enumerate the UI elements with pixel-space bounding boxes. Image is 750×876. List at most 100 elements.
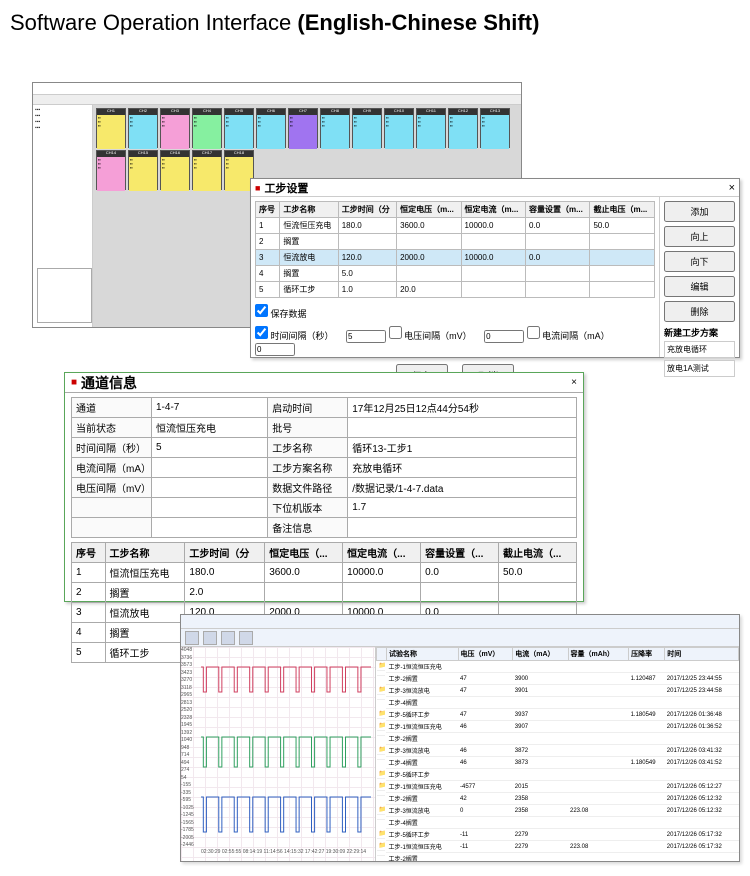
ytick: 3118	[181, 685, 192, 691]
info-row: 时间间隔（秒）5工步名称循环13-工步1	[72, 438, 577, 458]
data-row[interactable]: 工步-2搁置4223582017/12/26 05:12:32	[377, 793, 739, 805]
win1-titlebar[interactable]	[33, 83, 521, 95]
data-row[interactable]: 📁工步-3恒流放电4739012017/12/25 23:44:58	[377, 685, 739, 697]
sidebar-list: ▪▪▪▪▪▪▪▪▪▪▪▪	[35, 107, 90, 131]
col-header[interactable]: 压降率	[629, 648, 665, 661]
tool-icon[interactable]	[185, 631, 199, 645]
channel-box[interactable]: CH5▪▪▪▪▪▪	[224, 108, 254, 148]
win1-toolbar[interactable]	[33, 95, 521, 105]
side-button[interactable]: 添加	[664, 201, 735, 222]
data-row[interactable]: 📁工步-1恒流恒压充电-457720152017/12/26 05:12:27	[377, 781, 739, 793]
channel-box[interactable]: CH11▪▪▪▪▪▪	[416, 108, 446, 148]
channel-box[interactable]: CH6▪▪▪▪▪▪	[256, 108, 286, 148]
win1-bottom-panel	[37, 268, 92, 323]
win2-title: 工步设置	[264, 180, 308, 196]
data-row[interactable]: 工步-4搁置4638731.1805492017/12/26 03:41:52	[377, 757, 739, 769]
data-row[interactable]: 📁工步-1恒流恒压充电-112279223.082017/12/26 05:17…	[377, 841, 739, 853]
channel-box[interactable]: CH1▪▪▪▪▪▪	[96, 108, 126, 148]
col-header[interactable]: 恒定电流（m...	[461, 202, 525, 218]
win2-side-panel: 添加向上向下编辑删除 新建工步方案 充放电循环放电1A测试	[659, 197, 739, 357]
close-icon[interactable]: ×	[571, 377, 577, 388]
side-button[interactable]: 编辑	[664, 276, 735, 297]
scheme-item[interactable]: 放电1A测试	[664, 360, 735, 377]
win4-toolbar	[181, 629, 739, 647]
heading-a: Software Operation Interface	[10, 10, 291, 35]
data-row[interactable]: 📁工步-3恒流放电4638722017/12/26 03:41:32	[377, 745, 739, 757]
channel-box[interactable]: CH16▪▪▪▪▪▪	[160, 150, 190, 190]
channel-box[interactable]: CH4▪▪▪▪▪▪	[192, 108, 222, 148]
tool-icon[interactable]	[239, 631, 253, 645]
channel-box[interactable]: CH10▪▪▪▪▪▪	[384, 108, 414, 148]
win2-titlebar[interactable]: ■ 工步设置 ×	[251, 179, 739, 197]
chart-xaxis: 02:30:29 02:55:55 08:14:19 11:14:56 14:1…	[201, 849, 375, 861]
col-header: 工步时间（分	[185, 543, 265, 563]
data-row[interactable]: 工步-2搁置	[377, 853, 739, 862]
channel-box[interactable]: CH2▪▪▪▪▪▪	[128, 108, 158, 148]
table-row[interactable]: 1恒流恒压充电180.03600.010000.00.050.0	[72, 563, 577, 583]
chk-volt[interactable]: 电压间隔（mV）	[389, 331, 472, 341]
col-header[interactable]: 容量（mAh）	[568, 648, 629, 661]
table-row[interactable]: 3恒流放电120.02000.010000.00.0	[256, 250, 655, 266]
time-input[interactable]	[346, 330, 386, 343]
chart-area[interactable]: 4048373635733423327031182965281325202328…	[181, 647, 376, 861]
ytick: -335	[181, 790, 191, 796]
side-button[interactable]: 向上	[664, 226, 735, 247]
win4-titlebar[interactable]	[181, 615, 739, 629]
data-row[interactable]: 📁工步-1恒流恒压充电	[377, 661, 739, 673]
col-header[interactable]: 工步时间（分	[338, 202, 396, 218]
data-row[interactable]: 工步-4搁置	[377, 817, 739, 829]
tool-icon[interactable]	[203, 631, 217, 645]
data-row[interactable]: 工步-2搁置	[377, 733, 739, 745]
col-header[interactable]: 时间	[665, 648, 739, 661]
curr-input[interactable]	[255, 343, 295, 356]
channel-box[interactable]: CH15▪▪▪▪▪▪	[128, 150, 158, 190]
close-icon[interactable]: ×	[729, 182, 735, 194]
ytick: 948	[181, 745, 189, 751]
channel-box[interactable]: CH8▪▪▪▪▪▪	[320, 108, 350, 148]
data-row[interactable]: 📁工步-3恒流放电02358223.082017/12/26 05:12:32	[377, 805, 739, 817]
col-header: 工步名称	[105, 543, 185, 563]
col-header[interactable]: 工步名称	[280, 202, 338, 218]
col-header[interactable]: 截止电压（m...	[590, 202, 655, 218]
channel-box[interactable]: CH12▪▪▪▪▪▪	[448, 108, 478, 148]
chk-save[interactable]: 保存数据	[255, 309, 307, 319]
data-row[interactable]: 📁工步-5循环工步-1122792017/12/26 05:17:32	[377, 829, 739, 841]
table-row[interactable]: 4搁置5.0	[256, 266, 655, 282]
table-row[interactable]: 2搁置	[256, 234, 655, 250]
scheme-item[interactable]: 充放电循环	[664, 341, 735, 358]
col-header: 容量设置（...	[421, 543, 499, 563]
col-header[interactable]: 电压（mV）	[458, 648, 513, 661]
ytick: 2813	[181, 700, 192, 706]
data-row[interactable]: 📁工步-5循环工步4739371.1805492017/12/26 01:36:…	[377, 709, 739, 721]
col-header[interactable]	[377, 648, 387, 661]
channel-box[interactable]: CH17▪▪▪▪▪▪	[192, 150, 222, 190]
data-row[interactable]: 工步-2搁置4739001.1204872017/12/25 23:44:55	[377, 673, 739, 685]
channel-box[interactable]: CH3▪▪▪▪▪▪	[160, 108, 190, 148]
channel-box[interactable]: CH13▪▪▪▪▪▪	[480, 108, 510, 148]
col-header[interactable]: 序号	[256, 202, 280, 218]
volt-input[interactable]	[484, 330, 524, 343]
side-button[interactable]: 向下	[664, 251, 735, 272]
col-header[interactable]: 恒定电压（m...	[397, 202, 461, 218]
data-row[interactable]: 📁工步-1恒流恒压充电4639072017/12/26 01:36:52	[377, 721, 739, 733]
ytick: -1565	[181, 820, 194, 826]
table-row[interactable]: 1恒流恒压充电180.03600.010000.00.050.0	[256, 218, 655, 234]
table-row[interactable]: 5循环工步1.020.0	[256, 282, 655, 298]
col-header[interactable]: 容量设置（m...	[526, 202, 590, 218]
col-header[interactable]: 试验名称	[386, 648, 458, 661]
channel-box[interactable]: CH7▪▪▪▪▪▪	[288, 108, 318, 148]
ytick: -595	[181, 797, 191, 803]
ytick: 3573	[181, 662, 192, 668]
channel-box[interactable]: CH9▪▪▪▪▪▪	[352, 108, 382, 148]
ytick: 54	[181, 775, 187, 781]
tool-icon[interactable]	[221, 631, 235, 645]
table-row[interactable]: 2搁置2.0	[72, 583, 577, 603]
chk-curr[interactable]: 电流间隔（mA）	[527, 331, 610, 341]
col-header[interactable]: 电流（mA）	[513, 648, 568, 661]
chk-time[interactable]: 时间间隔（秒）	[255, 331, 334, 341]
data-row[interactable]: 工步-4搁置	[377, 697, 739, 709]
data-row[interactable]: 📁工步-5循环工步	[377, 769, 739, 781]
channel-box[interactable]: CH14▪▪▪▪▪▪	[96, 150, 126, 190]
side-button[interactable]: 删除	[664, 301, 735, 322]
win3-titlebar[interactable]: ■ 通道信息 ×	[65, 373, 583, 393]
